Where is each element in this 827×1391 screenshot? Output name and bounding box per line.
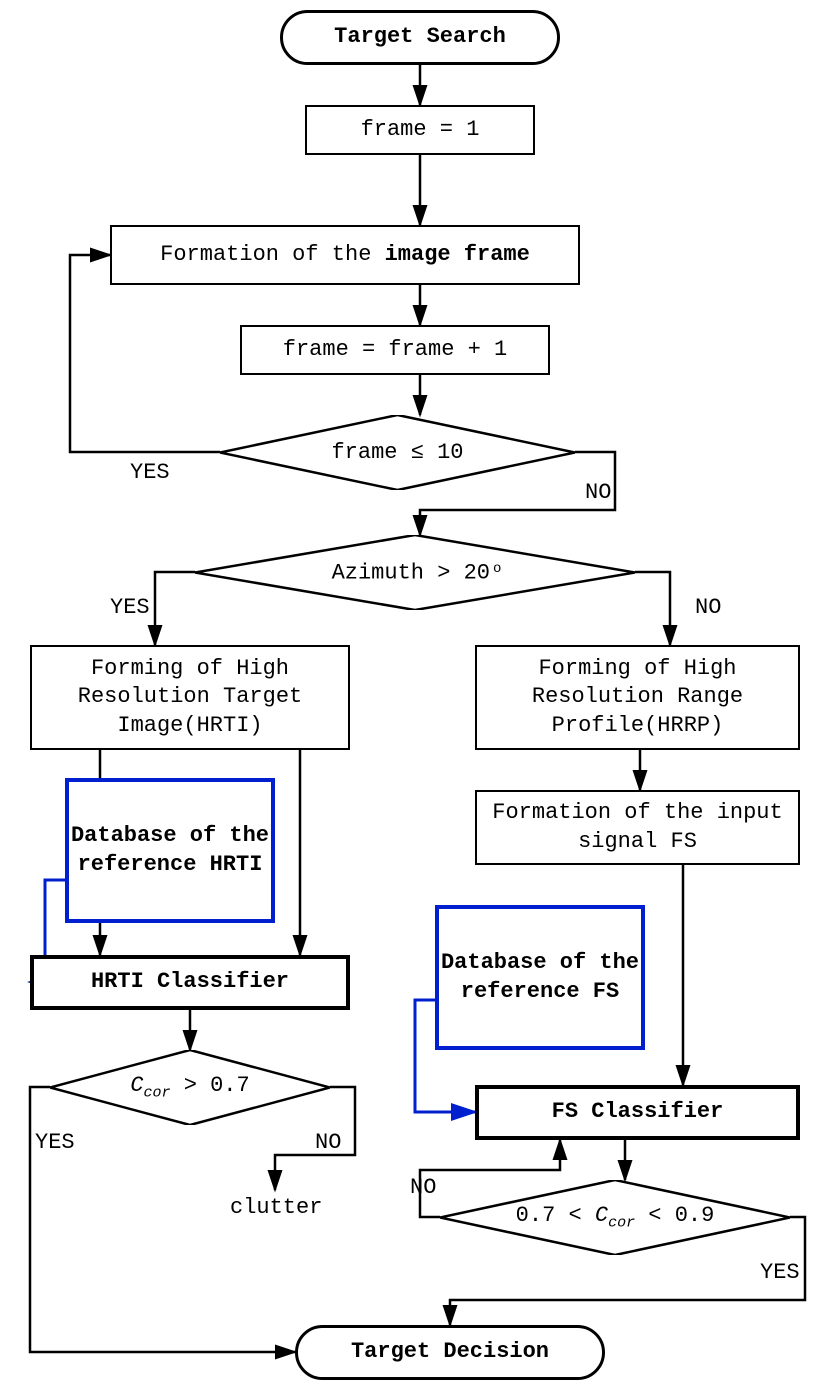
frame-inc-process: frame = frame + 1 — [240, 325, 550, 375]
ccor-range-decision: 0.7 < Ccor < 0.9 — [440, 1180, 790, 1255]
yes-label-3: YES — [35, 1130, 75, 1155]
yes-label-4: YES — [760, 1260, 800, 1285]
azimuth-check-label: Azimuth > 20o — [332, 559, 499, 585]
hrti-classifier-label: HRTI Classifier — [91, 968, 289, 997]
frame-init-label: frame = 1 — [361, 116, 480, 145]
frame-inc-label: frame = frame + 1 — [283, 336, 507, 365]
frame-check-decision: frame ≤ 10 — [220, 415, 575, 490]
yes-label-2: YES — [110, 595, 150, 620]
no-label-4: NO — [410, 1175, 436, 1200]
frame-check-label: frame ≤ 10 — [331, 440, 463, 465]
form-image-label: Formation of the image frame — [160, 241, 530, 270]
start-terminal: Target Search — [280, 10, 560, 65]
db-hrti-label: Database of the reference HRTI — [69, 822, 271, 879]
fs-classifier: FS Classifier — [475, 1085, 800, 1140]
hrrp-form-label: Forming of High Resolution Range Profile… — [477, 655, 798, 741]
ccor-07-label: Ccor > 0.7 — [130, 1073, 249, 1101]
ccor-07-decision: Ccor > 0.7 — [50, 1050, 330, 1125]
hrti-classifier: HRTI Classifier — [30, 955, 350, 1010]
hrti-form-label: Forming of High Resolution Target Image(… — [32, 655, 348, 741]
azimuth-check-decision: Azimuth > 20o — [195, 535, 635, 610]
yes-label-1: YES — [130, 460, 170, 485]
frame-init-process: frame = 1 — [305, 105, 535, 155]
end-label: Target Decision — [351, 1338, 549, 1367]
clutter-text: clutter — [230, 1195, 322, 1220]
db-fs: Database of the reference FS — [435, 905, 645, 1050]
fs-input-label: Formation of the input signal FS — [477, 799, 798, 856]
fs-input-process: Formation of the input signal FS — [475, 790, 800, 865]
end-terminal: Target Decision — [295, 1325, 605, 1380]
db-fs-label: Database of the reference FS — [439, 949, 641, 1006]
no-label-3: NO — [315, 1130, 341, 1155]
no-label-1: NO — [585, 480, 611, 505]
form-image-process: Formation of the image frame — [110, 225, 580, 285]
no-label-2: NO — [695, 595, 721, 620]
fs-classifier-label: FS Classifier — [552, 1098, 724, 1127]
start-label: Target Search — [334, 23, 506, 52]
hrrp-form-process: Forming of High Resolution Range Profile… — [475, 645, 800, 750]
db-hrti: Database of the reference HRTI — [65, 778, 275, 923]
hrti-form-process: Forming of High Resolution Target Image(… — [30, 645, 350, 750]
ccor-range-label: 0.7 < Ccor < 0.9 — [516, 1203, 715, 1231]
